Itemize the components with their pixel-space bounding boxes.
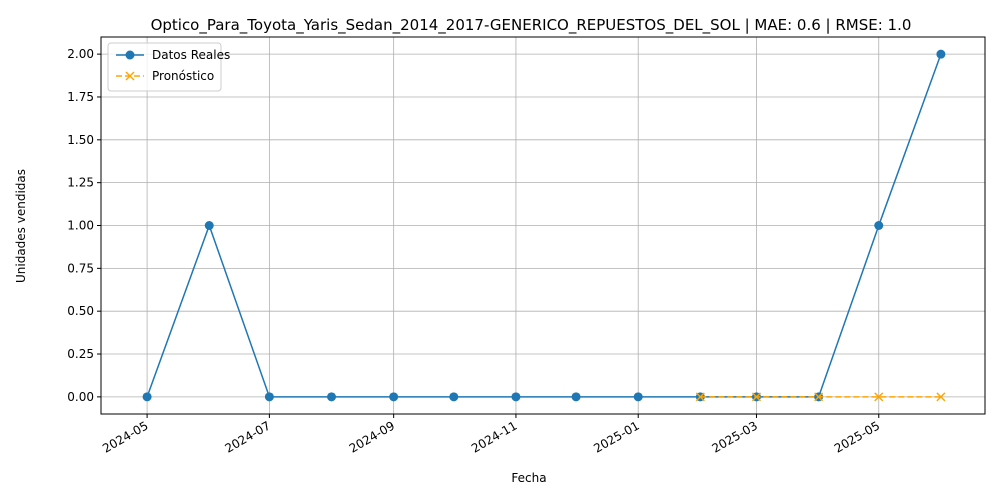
chart-title: Optico_Para_Toyota_Yaris_Sedan_2014_2017… <box>151 16 912 35</box>
data-point-actual <box>571 392 581 402</box>
data-point-actual <box>874 221 884 230</box>
grid <box>101 37 985 414</box>
data-point-actual <box>511 392 521 402</box>
x-axis-label: Fecha <box>511 471 546 485</box>
series-group <box>142 49 946 402</box>
data-point-actual <box>936 49 946 59</box>
data-point-actual <box>449 392 459 402</box>
data-point-actual <box>142 392 152 402</box>
data-point-actual <box>389 392 399 402</box>
y-axis-label: Unidades vendidas <box>14 169 28 283</box>
y-tick-label: 0.25 <box>67 347 94 361</box>
series-line-actual <box>146 53 942 398</box>
y-tick-label: 1.50 <box>67 133 94 147</box>
data-point-forecast <box>814 392 824 402</box>
y-tick-label: 2.00 <box>67 47 94 61</box>
data-point-forecast <box>936 392 946 402</box>
y-tick-label: 1.00 <box>67 219 94 233</box>
legend-marker-actual <box>125 50 135 60</box>
data-point-actual <box>633 392 643 402</box>
data-point-forecast <box>695 392 705 402</box>
data-point-actual <box>327 392 337 402</box>
legend-label-actual: Datos Reales <box>152 48 230 62</box>
legend: Datos Reales Pronóstico <box>107 42 230 92</box>
y-tick-label: 0.00 <box>67 390 94 404</box>
y-tick-label: 0.50 <box>67 304 94 318</box>
data-point-actual <box>204 221 214 230</box>
data-point-forecast <box>874 392 884 402</box>
y-axis: 0.00 0.25 0.50 0.75 1.00 1.25 1.50 1.75 2.00 <box>67 47 101 404</box>
data-point-forecast <box>751 392 762 402</box>
legend-label-forecast: Pronóstico <box>152 69 214 83</box>
y-tick-label: 1.75 <box>67 90 94 104</box>
y-tick-label: 1.25 <box>67 176 94 190</box>
legend-marker-forecast <box>125 71 135 81</box>
data-point-actual <box>264 392 274 402</box>
y-tick-label: 0.75 <box>67 261 94 275</box>
